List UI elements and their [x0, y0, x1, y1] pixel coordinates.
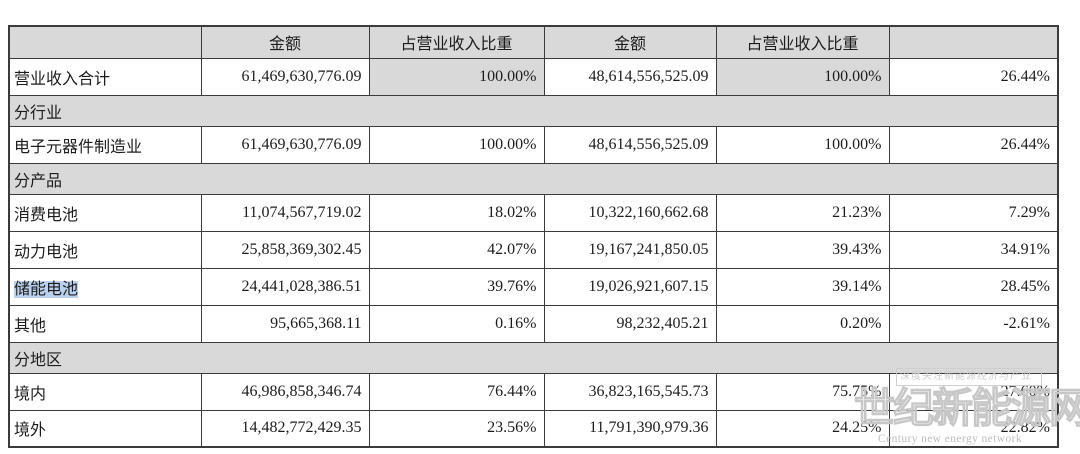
amount-cell: 48,614,556,525.09 — [543, 57, 717, 96]
amount-cell: 61,469,630,776.09 — [200, 57, 370, 96]
revenue-ratio-cell: 42.07% — [368, 230, 545, 269]
yoy-change-cell: 28.45% — [888, 267, 1059, 306]
amount-cell: 11,074,567,719.02 — [200, 193, 370, 232]
revenue-ratio-cell: 100.00% — [715, 57, 890, 96]
amount-cell: 36,823,165,545.73 — [543, 372, 717, 411]
amount-cell: 95,665,368.11 — [200, 304, 370, 343]
table-row: 电子元器件制造业 61,469,630,776.09 100.00% 48,614,5… — [8, 125, 1059, 164]
column-header: 金额 — [543, 25, 717, 59]
revenue-ratio-cell: 100.00% — [368, 125, 545, 164]
revenue-ratio-cell: 21.23% — [715, 193, 890, 232]
row-label: 动力电池 — [8, 230, 202, 269]
amount-cell: 46,986,858,346.74 — [200, 372, 370, 411]
table-row: 动力电池 25,858,369,302.45 42.07% 19,167,241,85… — [8, 230, 1059, 269]
revenue-ratio-cell: 0.16% — [368, 304, 545, 343]
revenue-ratio-cell: 76.44% — [368, 372, 545, 411]
revenue-ratio-cell: 39.14% — [715, 267, 890, 306]
revenue-ratio-cell: 100.00% — [368, 57, 545, 96]
yoy-change-cell: 27.60% — [888, 372, 1059, 411]
column-header: 占营业收入比重 — [715, 25, 890, 59]
amount-cell: 10,322,160,662.68 — [543, 193, 717, 232]
revenue-ratio-cell: 18.02% — [368, 193, 545, 232]
section-label: 分行业 — [8, 94, 1059, 127]
column-header — [8, 25, 202, 59]
amount-cell: 98,232,405.21 — [543, 304, 717, 343]
amount-cell: 24,441,028,386.51 — [200, 267, 370, 306]
revenue-ratio-cell: 75.75% — [715, 372, 890, 411]
amount-cell: 25,858,369,302.45 — [200, 230, 370, 269]
section-row: 分行业 — [8, 94, 1059, 127]
table-row: 境外 14,482,772,429.35 23.56% 11,791,390,979.… — [8, 409, 1059, 448]
amount-cell: 11,791,390,979.36 — [543, 409, 717, 448]
yoy-change-cell: 7.29% — [888, 193, 1059, 232]
section-row: 分地区 — [8, 341, 1059, 374]
table-row: 境内 46,986,858,346.74 76.44% 36,823,165,545.… — [8, 372, 1059, 411]
table-row: 储能电池 24,441,028,386.51 39.76% 19,026,921,60… — [8, 267, 1059, 306]
row-label: 境内 — [8, 372, 202, 411]
column-header — [888, 25, 1059, 59]
table-row: 消费电池 11,074,567,719.02 18.02% 10,322,160,66… — [8, 193, 1059, 232]
revenue-ratio-cell: 39.43% — [715, 230, 890, 269]
amount-cell: 61,469,630,776.09 — [200, 125, 370, 164]
table-row: 其他 95,665,368.11 0.16% 98,232,405.21 0.20% -2… — [8, 304, 1059, 343]
row-label: 电子元器件制造业 — [8, 125, 202, 164]
revenue-ratio-cell: 39.76% — [368, 267, 545, 306]
table-row: 营业收入合计 61,469,630,776.09 100.00% 48,614,556… — [8, 57, 1059, 96]
amount-cell: 19,026,921,607.15 — [543, 267, 717, 306]
row-label: 储能电池 — [8, 267, 202, 306]
selected-text-highlight[interactable]: 储能电池 — [14, 280, 79, 298]
amount-cell: 48,614,556,525.09 — [543, 125, 717, 164]
yoy-change-cell: -2.61% — [888, 304, 1059, 343]
revenue-breakdown-table: 金额 占营业收入比重 金额 占营业收入比重 营业收入合计 61,469,630,776.… — [8, 25, 1059, 448]
revenue-ratio-cell: 100.00% — [715, 125, 890, 164]
column-header: 金额 — [200, 25, 370, 59]
amount-cell: 14,482,772,429.35 — [200, 409, 370, 448]
yoy-change-cell: 22.82% — [888, 409, 1059, 448]
yoy-change-cell: 34.91% — [888, 230, 1059, 269]
revenue-ratio-cell: 0.20% — [715, 304, 890, 343]
amount-cell: 19,167,241,850.05 — [543, 230, 717, 269]
section-row: 分产品 — [8, 162, 1059, 195]
row-label: 消费电池 — [8, 193, 202, 232]
table-header-row: 金额 占营业收入比重 金额 占营业收入比重 — [8, 25, 1059, 59]
section-label: 分产品 — [8, 162, 1059, 195]
yoy-change-cell: 26.44% — [888, 57, 1059, 96]
section-label: 分地区 — [8, 341, 1059, 374]
column-header: 占营业收入比重 — [368, 25, 545, 59]
revenue-ratio-cell: 23.56% — [368, 409, 545, 448]
row-label: 营业收入合计 — [8, 57, 202, 96]
row-label: 境外 — [8, 409, 202, 448]
revenue-ratio-cell: 24.25% — [715, 409, 890, 448]
row-label: 其他 — [8, 304, 202, 343]
yoy-change-cell: 26.44% — [888, 125, 1059, 164]
